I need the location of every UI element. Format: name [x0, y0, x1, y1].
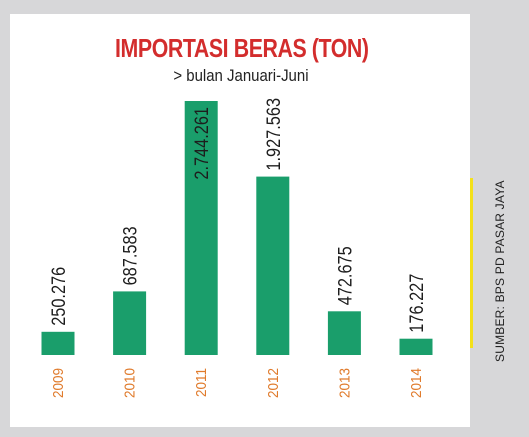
bar-2012 [256, 176, 290, 355]
accent-rule [470, 178, 473, 348]
value-label-2013: 472.675 [334, 246, 355, 305]
category-label-2009: 2009 [50, 368, 67, 398]
category-label-2013: 2013 [337, 368, 354, 398]
bar-2010 [113, 291, 147, 355]
chart-panel [10, 14, 470, 427]
value-label-2012: 1.927.563 [263, 98, 284, 171]
chart-subtitle: > bulan Januari-Juni [173, 66, 309, 85]
category-label-2012: 2012 [265, 368, 282, 398]
category-label-2014: 2014 [408, 368, 425, 398]
source-note: SUMBER: BPS PD PASAR JAYA [493, 180, 507, 362]
chart-title: IMPORTASI BERAS (TON) [115, 33, 369, 63]
bar-2009 [41, 331, 75, 355]
category-label-2011: 2011 [194, 368, 211, 397]
value-label-2011: 2.744.261 [191, 107, 212, 180]
bar-2013 [327, 311, 361, 355]
category-label-2010: 2010 [122, 368, 139, 398]
bar-2014 [399, 338, 433, 355]
value-label-2009: 250.276 [48, 267, 69, 326]
value-label-2014: 176.227 [406, 274, 427, 333]
value-label-2010: 687.583 [119, 226, 140, 285]
bar-2011 [184, 101, 218, 355]
